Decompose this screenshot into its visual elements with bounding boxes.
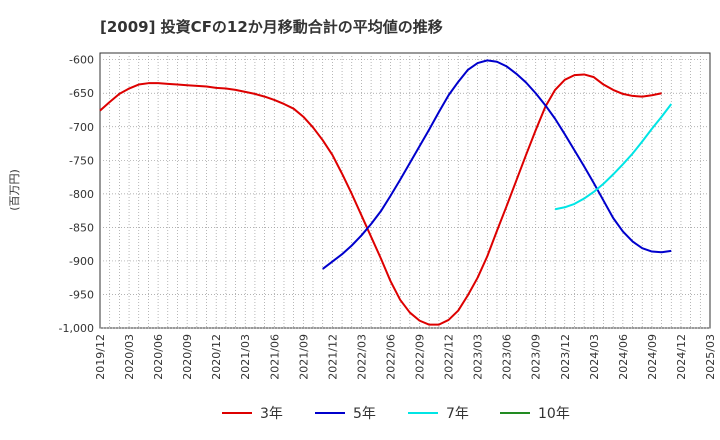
series-line-3年 [99,73,662,326]
x-tick-label: 2021/12 [326,334,339,380]
x-tick-label: 2021/03 [239,334,252,380]
x-tick-label: 2025/03 [704,334,717,380]
x-tick-label: 2024/03 [588,334,601,380]
x-tick-label: 2020/09 [181,334,194,380]
x-tick-label: 2020/03 [123,334,136,380]
legend-label: 5年 [353,406,376,422]
y-tick-label: -900 [69,255,94,268]
y-tick-label: -700 [69,121,94,134]
legend: 3年 5年 7年 10年 [222,406,570,422]
y-tick-label: -950 [69,288,94,301]
x-tick-label: 2023/12 [559,334,572,380]
legend-label: 7年 [446,406,469,422]
y-tick-label: -850 [69,221,94,234]
x-tick-label: 2024/09 [646,334,659,380]
x-tick-label: 2022/12 [443,334,456,380]
x-tick-label: 2020/06 [152,334,165,380]
x-tick-label: 2023/09 [530,334,543,380]
series-line-7年 [554,103,673,211]
x-tick-label: 2024/06 [617,334,630,380]
y-tick-label: -800 [69,188,94,201]
series-lines [99,59,673,326]
x-tick-label: 2020/12 [210,334,223,380]
y-tick-label: -650 [69,87,94,100]
legend-label: 3年 [260,406,283,422]
y-tick-label: -600 [69,54,94,67]
x-tick-label: 2022/03 [355,334,368,380]
x-tick-label: 2022/09 [414,334,427,380]
legend-label: 10年 [538,406,570,422]
x-tick-label: 2022/06 [384,334,397,380]
series-line-5年 [322,59,672,270]
y-axis-label: (百万円) [8,169,21,211]
chart-title: [2009] 投資CFの12か月移動合計の平均値の推移 [100,18,443,36]
x-tick-label: 2024/12 [675,334,688,380]
y-tick-label: -750 [69,154,94,167]
x-tick-label: 2023/06 [501,334,514,380]
x-axis-ticks: 2019/12 2020/03 2020/06 2020/09 2020/12 2021/… [94,334,717,380]
plot-area [99,52,711,329]
x-tick-label: 2023/03 [472,334,485,380]
x-tick-label: 2019/12 [94,334,107,380]
x-tick-label: 2021/06 [268,334,281,380]
x-tick-label: 2021/09 [297,334,310,380]
y-tick-label: -1,000 [59,322,94,335]
grid-lines [100,53,710,329]
y-axis-ticks: -600 -650 -700 -750 -800 -850 -900 -950 -1,000 [59,54,94,335]
